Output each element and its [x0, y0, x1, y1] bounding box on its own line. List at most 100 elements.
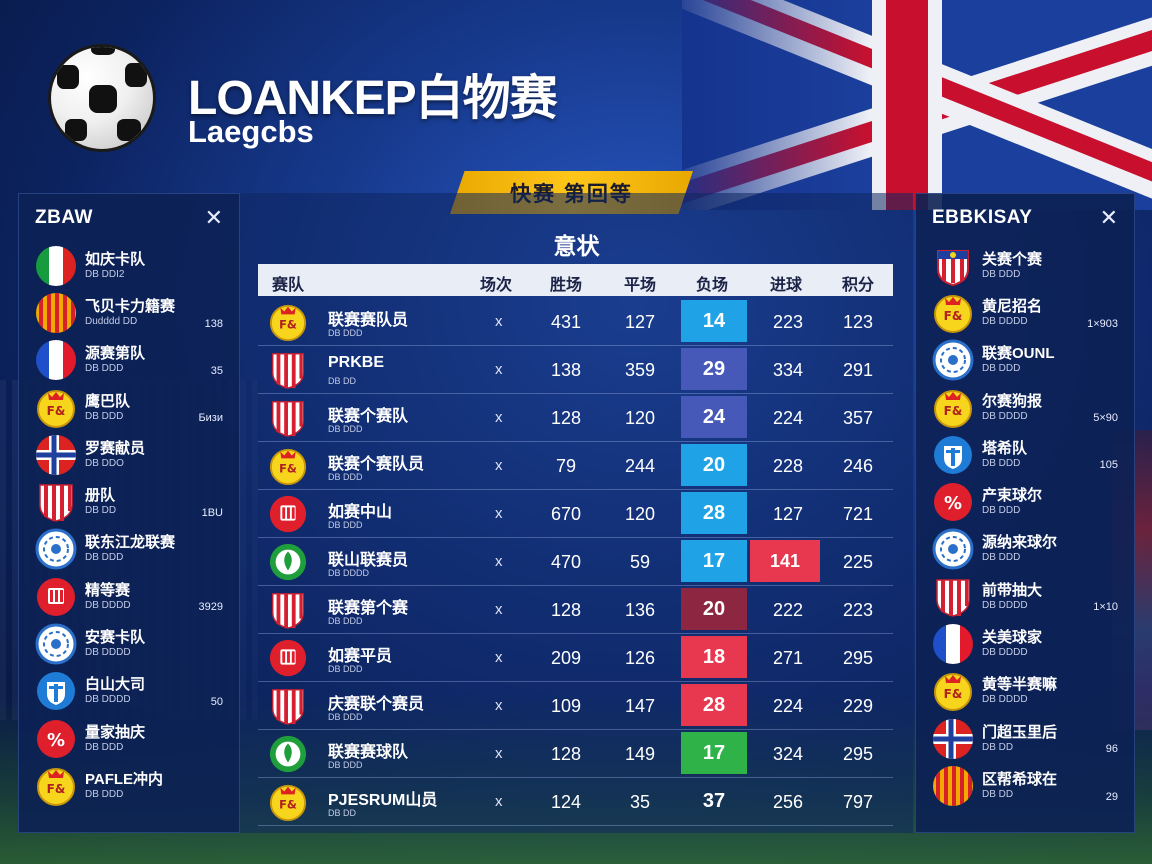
team-subtitle: DB DDO [85, 457, 124, 469]
row-points: 223 [842, 600, 874, 620]
team-name: 产束球尔 [982, 487, 1043, 505]
row-points: 295 [842, 648, 874, 668]
table-row[interactable]: 联赛第个赛 DB DDD x 128 136 20 222 223 [258, 586, 893, 634]
team-list-item[interactable]: % 量家抽庆 DB DDD [19, 715, 239, 762]
team-list-item[interactable]: 册队 DB DD 1BU [19, 478, 239, 525]
column-header-team[interactable]: 赛队 [272, 277, 305, 294]
team-value: 35 [210, 364, 223, 377]
table-row[interactable]: PRKBE DB DD x 138 359 29 334 291 [258, 346, 893, 394]
column-header-played[interactable]: 场次 [480, 277, 513, 294]
svg-text:F&: F& [279, 462, 297, 476]
svg-text:F&: F& [47, 782, 66, 796]
team-list-item[interactable]: 白山大司 DB DDDD 50 [19, 668, 239, 715]
column-header-won[interactable]: 胜场 [550, 277, 583, 294]
table-row[interactable]: F& PJESRUM山员 DB DD x 124 35 37 256 797 [258, 778, 893, 826]
team-name: 精等赛 [85, 581, 131, 599]
team-list-item[interactable]: 前带抽大 DB DDDD 1×10 [916, 573, 1134, 620]
percent-crest-icon: % [35, 718, 77, 760]
row-played: 128 [550, 600, 582, 620]
team-list-item[interactable]: F& 尔赛狗报 DB DDDD 5×90 [916, 384, 1134, 431]
italy-flag-icon [35, 245, 77, 287]
team-list-item[interactable]: 如庆卡队 DB DDI2 [19, 242, 239, 289]
team-list-item[interactable]: F& PAFLE冲内 DB DDD [19, 762, 239, 809]
row-mark: x [495, 649, 503, 666]
team-list-item[interactable]: 联东江龙联赛 DB DDD [19, 526, 239, 573]
table-row[interactable]: F& 联赛个赛队员 DB DDD x 79 244 20 228 246 [258, 442, 893, 490]
team-list-item[interactable]: 关美球家 DB DDDD [916, 620, 1134, 667]
soccer-ball-logo-icon [48, 44, 156, 152]
team-list-item[interactable]: 安赛卡队 DB DDDD [19, 620, 239, 667]
table-row[interactable]: 联赛个赛队 DB DDD x 128 120 24 224 357 [258, 394, 893, 442]
team-list-item[interactable]: 飞贝卡力籍赛 Dudddd DD 138 [19, 289, 239, 336]
close-icon[interactable]: ✕ [1099, 205, 1118, 230]
spain-stripes-icon [932, 765, 974, 807]
row-team-name: PJESRUM山员 [328, 792, 438, 809]
row-points: 295 [842, 744, 874, 764]
spain-stripes-icon [35, 292, 77, 334]
table-row[interactable]: 联山联赛员 DB DDDD x 470 59 17 141 225 [258, 538, 893, 586]
row-goals-highlight: 141 [750, 540, 820, 582]
blue-shield-icon [932, 434, 974, 476]
row-played: 109 [550, 696, 582, 716]
team-subtitle: DB DDDD [982, 315, 1028, 327]
row-goals: 324 [772, 744, 804, 764]
row-highlight-cell: 17 [681, 732, 747, 774]
team-list-item[interactable]: 区帮希球在 DB DD 29 [916, 762, 1134, 809]
team-subtitle: DB DDD [85, 552, 124, 564]
table-row[interactable]: 如赛中山 DB DDD x 670 120 28 127 721 [258, 490, 893, 538]
team-list-item[interactable]: 精等赛 DB DDDD 3929 [19, 573, 239, 620]
team-list-item[interactable]: 联赛OUNL DB DDD [916, 337, 1134, 384]
striped-shield-icon [268, 685, 308, 727]
column-header-goals[interactable]: 进球 [770, 277, 803, 294]
team-list-item[interactable]: 门超玉里后 DB DD 96 [916, 715, 1134, 762]
row-played: 138 [550, 360, 582, 380]
france-flag-icon [932, 623, 974, 665]
team-list-item[interactable]: 关赛个赛 DB DDD [916, 242, 1134, 289]
team-name: 罗赛献员 [85, 439, 146, 457]
row-points: 357 [842, 408, 874, 428]
table-row[interactable]: 联赛赛球队 DB DDD x 128 149 17 324 295 [258, 730, 893, 778]
team-value: 138 [204, 317, 223, 330]
close-icon[interactable]: ✕ [204, 205, 223, 230]
team-name: 区帮希球在 [982, 770, 1058, 788]
row-mark: x [495, 313, 503, 330]
row-team-name: 如赛中山 [328, 504, 393, 521]
row-team-name: 联赛个赛队员 [328, 456, 425, 473]
table-row[interactable]: 如赛平员 DB DDD x 209 126 18 271 295 [258, 634, 893, 682]
team-list-item[interactable]: % 产束球尔 DB DDD [916, 478, 1134, 525]
table-row[interactable]: F& 联赛赛队员 DB DDD x 431 127 14 223 123 [258, 298, 893, 346]
row-won: 120 [624, 504, 656, 524]
team-list-item[interactable]: 罗赛献员 DB DDO [19, 431, 239, 478]
row-played: 470 [550, 552, 582, 572]
column-header-points[interactable]: 积分 [842, 277, 875, 294]
row-won: 120 [624, 408, 656, 428]
right-team-list: 关赛个赛 DB DDD F& 黄尼招名 DB DDDD 1×903 联赛OUNL DB DDD… [916, 242, 1134, 810]
column-header-lost[interactable]: 负场 [696, 277, 729, 294]
column-header-drawn[interactable]: 平场 [624, 277, 657, 294]
row-highlight-cell: 14 [681, 300, 747, 342]
team-subtitle: DB DDD [85, 363, 124, 375]
svg-text:F&: F& [944, 404, 963, 418]
team-name: 联赛OUNL [982, 345, 1055, 363]
blue-ring-crest-icon [35, 623, 77, 665]
team-list-item[interactable]: 源纳来球尔 DB DDD [916, 526, 1134, 573]
team-list-item[interactable]: F& 鹰巴队 DB DDD Бизи [19, 384, 239, 431]
team-list-item[interactable]: 塔希队 DB DDD 105 [916, 431, 1134, 478]
row-goals: 228 [772, 456, 804, 476]
team-list-item[interactable]: 源赛第队 DB DDD 35 [19, 337, 239, 384]
svg-text:%: % [47, 730, 65, 751]
team-name: 飞贝卡力籍赛 [85, 297, 176, 315]
row-team-subtitle: DB DDD [328, 616, 363, 626]
yellow-crest-icon: F& [932, 292, 974, 334]
table-row[interactable]: 庆赛联个赛员 DB DDD x 109 147 28 224 229 [258, 682, 893, 730]
team-list-item[interactable]: F& 黄尼招名 DB DDDD 1×903 [916, 289, 1134, 336]
team-subtitle: DB DD [982, 741, 1014, 753]
row-highlight-cell: 28 [681, 684, 747, 726]
team-name: 鹰巴队 [85, 392, 131, 410]
row-won: 35 [629, 792, 651, 812]
team-value: 5×90 [1093, 412, 1118, 425]
green-crest-icon [268, 541, 308, 583]
team-subtitle: DB DDI2 [85, 268, 125, 280]
team-list-item[interactable]: F& 黄等半赛嘛 DB DDDD [916, 668, 1134, 715]
team-name: 如庆卡队 [85, 250, 146, 268]
